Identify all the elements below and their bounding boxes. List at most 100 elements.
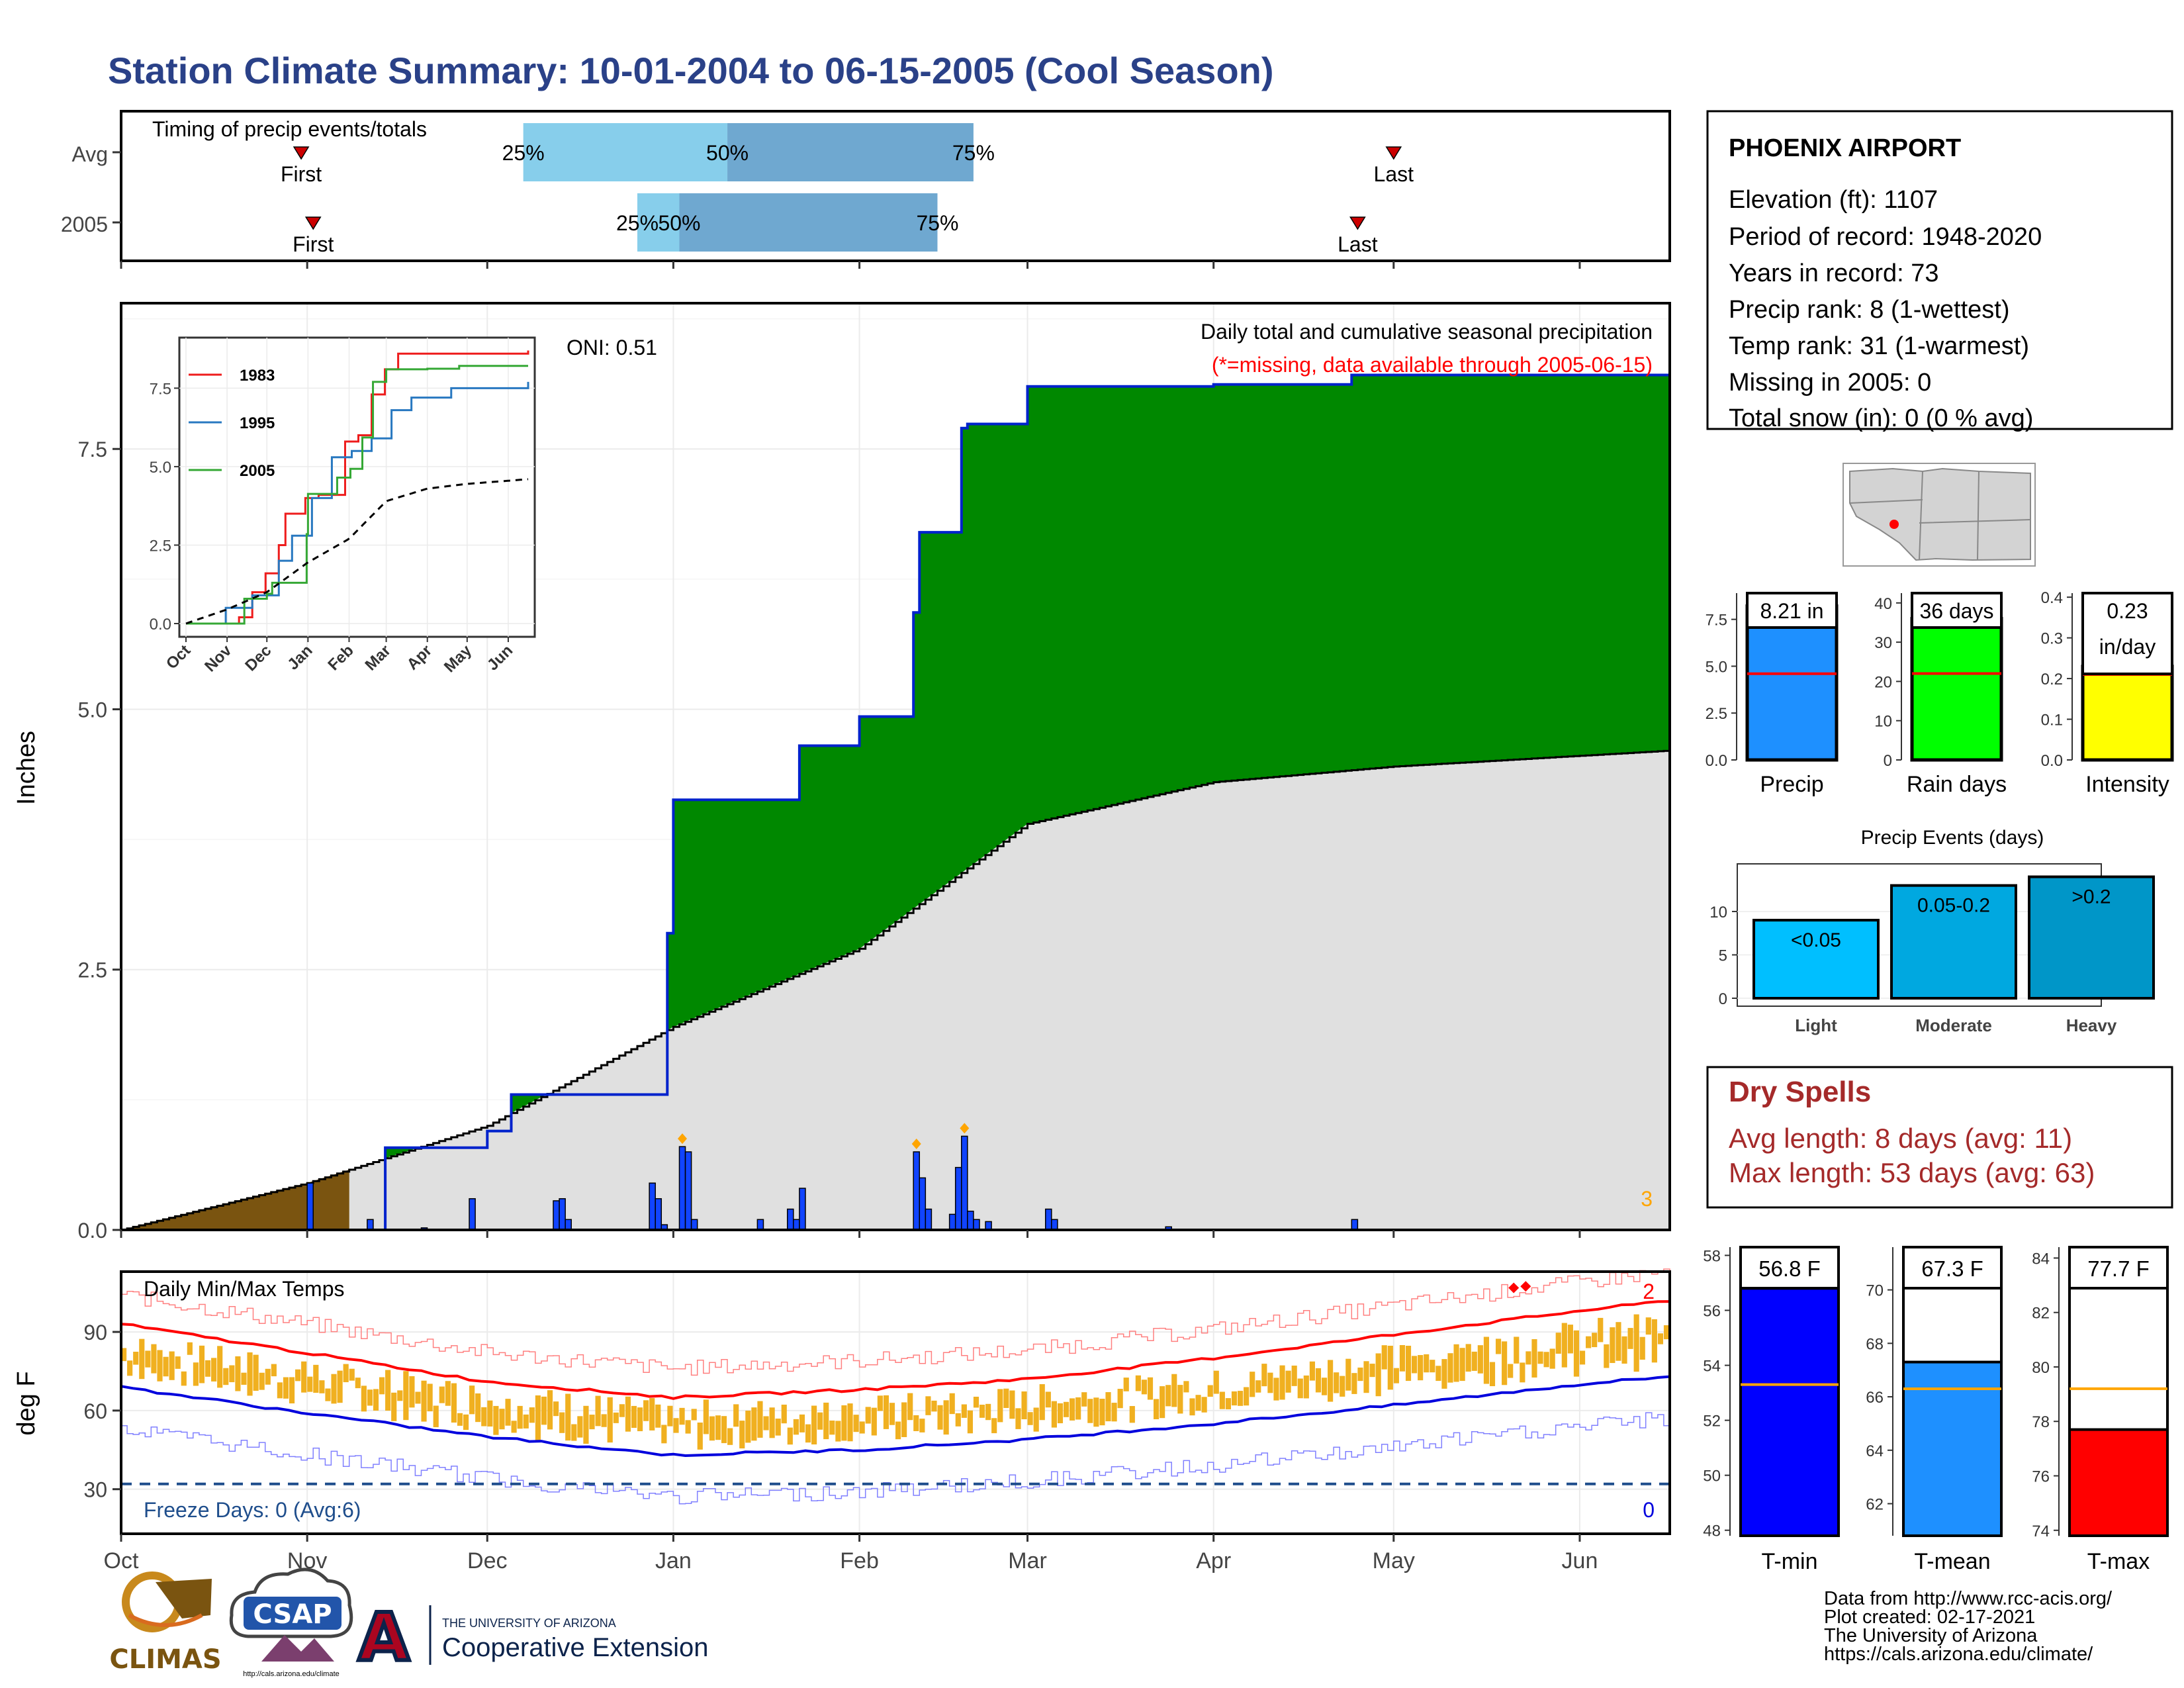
mini-bar-value-label: in/day — [2099, 635, 2156, 659]
csap-logo: CSAP http://cals.arizona.edu/climate — [229, 1568, 353, 1678]
daily-temp-bar — [379, 1377, 385, 1395]
daily-temp-bar — [853, 1415, 859, 1432]
daily-temp-bar — [1592, 1333, 1598, 1348]
daily-temp-bar — [337, 1370, 343, 1403]
daily-temp-bar — [1633, 1314, 1639, 1372]
credits: Data from http://www.rcc-acis.org/ Plot … — [1824, 1588, 2113, 1665]
precip-y-tick-label: 2.5 — [78, 959, 107, 982]
daily-temp-bar — [883, 1395, 889, 1429]
daily-temp-bar — [859, 1421, 865, 1434]
daily-temp-bar — [565, 1393, 571, 1441]
daily-temp-bar — [1459, 1348, 1465, 1382]
mini-bar — [1910, 617, 2003, 762]
daily-temp-bar — [835, 1421, 841, 1442]
daily-temp-bar — [1250, 1372, 1255, 1397]
daily-temp-bar — [1045, 1391, 1051, 1408]
events-bar — [1890, 884, 2017, 1000]
daily-temp-bar — [559, 1412, 565, 1433]
daily-temp-bar — [829, 1420, 835, 1435]
locator-map — [1843, 463, 2036, 567]
daily-temp-bar — [709, 1416, 715, 1441]
daily-temp-bar — [1525, 1351, 1531, 1365]
daily-temp-bar — [385, 1370, 391, 1411]
inset-series-line — [186, 365, 528, 625]
timing-row-label-avg: Avg — [71, 142, 108, 166]
climas-emblem-arc — [128, 1613, 203, 1627]
daily-temp-bar — [655, 1404, 661, 1428]
daily-temp-bar — [1651, 1319, 1657, 1363]
daily-temp-bar — [619, 1404, 625, 1417]
daily-temp-bar — [589, 1415, 595, 1430]
daily-temp-bar — [949, 1393, 955, 1415]
daily-temp-bar — [1093, 1397, 1099, 1427]
daily-temp-bar — [1508, 1364, 1514, 1378]
daily-temp-bar — [1405, 1345, 1412, 1382]
temp-panel: Daily Min/Max Temps Freeze Days: 0 (Avg:… — [13, 1268, 1671, 1573]
daily-temp-bar — [295, 1369, 301, 1382]
daily-temp-bar — [415, 1391, 421, 1404]
daily-temp-bar — [1213, 1370, 1219, 1394]
daily-precip-bar — [948, 1213, 956, 1231]
mini-y-tick-label: 2.5 — [1706, 705, 1727, 723]
daily-temp-bar — [601, 1414, 607, 1427]
daily-temp-bar — [607, 1397, 613, 1443]
credit-line: Plot created: 02-17-2021 — [1824, 1607, 2035, 1628]
daily-temp-bar — [1207, 1385, 1213, 1397]
temp-bar-y-tick-label: 80 — [2032, 1359, 2050, 1377]
daily-temp-bar — [475, 1393, 481, 1423]
daily-temp-bar — [1639, 1336, 1645, 1360]
daily-temp-bar — [685, 1420, 691, 1434]
temp-bar-y-tick-label: 70 — [1866, 1282, 1884, 1300]
ua-small-text: THE UNIVERSITY OF ARIZONA — [442, 1617, 616, 1630]
university-arizona-logo: A THE UNIVERSITY OF ARIZONA Cooperative … — [356, 1597, 708, 1678]
temp-bar — [2068, 1428, 2169, 1538]
daily-temp-bar — [1201, 1397, 1207, 1413]
events-category-label: Light — [1795, 1015, 1837, 1035]
temp-bar-value-box — [2068, 1246, 2169, 1289]
daily-temp-bar — [1573, 1330, 1580, 1377]
events-bar — [1752, 919, 1880, 1000]
precip-y-tick-label: 5.0 — [78, 698, 107, 722]
map-borders — [1849, 471, 2031, 561]
daily-temp-bar — [961, 1404, 967, 1418]
daily-temp-bar — [391, 1392, 397, 1421]
daily-temp-bar — [1147, 1377, 1154, 1400]
missing-marker — [678, 1133, 688, 1145]
daily-temp-bar — [805, 1424, 811, 1443]
inset-legend-label: 1983 — [240, 367, 275, 385]
daily-temp-bar — [451, 1383, 457, 1423]
daily-precip-bar — [913, 1151, 921, 1231]
daily-temp-bar — [1315, 1368, 1322, 1393]
daily-temp-bar — [637, 1407, 643, 1432]
timing-p25-label: 25% — [502, 141, 545, 165]
timing-row-label-2005: 2005 — [61, 212, 108, 236]
daily-temp-bar — [247, 1352, 253, 1396]
daily-temp-bar — [1579, 1350, 1586, 1365]
daily-temp-bar — [1244, 1387, 1250, 1406]
daily-temp-bar — [367, 1389, 373, 1406]
daily-temp-bar — [421, 1380, 427, 1422]
credit-line: Data from http://www.rcc-acis.org/ — [1824, 1588, 2113, 1609]
temp-bar-y-tick-label: 66 — [1866, 1389, 1884, 1407]
daily-temp-bar — [1489, 1362, 1496, 1387]
temp-bar-value-box — [1902, 1246, 2003, 1289]
daily-temp-bar — [403, 1371, 409, 1421]
daily-temp-bar — [1171, 1374, 1177, 1407]
month-label: May — [1373, 1548, 1415, 1573]
daily-temp-bar — [1465, 1344, 1471, 1372]
daily-temp-bar — [697, 1422, 703, 1450]
events-title: Precip Events (days) — [1861, 827, 2044, 849]
daily-temp-bar — [355, 1378, 361, 1389]
daily-temp-bar — [583, 1405, 589, 1444]
daily-temp-bar — [1015, 1408, 1021, 1429]
daily-temp-bar — [1141, 1380, 1148, 1395]
daily-temp-bar — [499, 1409, 505, 1430]
csap-url: http://cals.arizona.edu/climate — [243, 1670, 340, 1678]
timing-first-marker — [304, 216, 322, 230]
daily-temp-bar — [895, 1421, 901, 1440]
missing-marker — [911, 1139, 921, 1150]
daily-temp-bar — [595, 1395, 601, 1427]
station-info-frame — [1706, 110, 2173, 430]
temp-bar — [1902, 1360, 2003, 1537]
